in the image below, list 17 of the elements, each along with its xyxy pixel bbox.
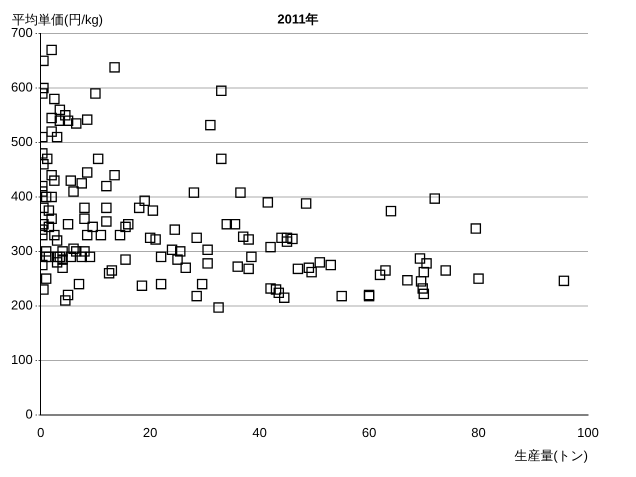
x-tick-label: 0 bbox=[37, 425, 44, 440]
y-tick-label: 200 bbox=[10, 297, 33, 312]
x-tick-label: 80 bbox=[471, 425, 486, 440]
x-tick-label: 20 bbox=[142, 425, 158, 440]
y-tick-label: 700 bbox=[10, 25, 33, 40]
y-tick-label: 100 bbox=[10, 352, 33, 367]
y-tick-label: 300 bbox=[10, 243, 33, 258]
y-tick-label: 400 bbox=[10, 188, 33, 204]
x-tick-label: 60 bbox=[362, 425, 376, 440]
x-tick-label: 40 bbox=[252, 425, 267, 440]
chart-title: 2011年 bbox=[277, 11, 319, 26]
x-axis-title: 生産量(トン) bbox=[514, 448, 588, 463]
x-tick-label: 100 bbox=[577, 425, 599, 440]
y-tick-label: 0 bbox=[25, 406, 33, 422]
y-tick-label: 600 bbox=[10, 80, 33, 95]
y-axis-title: 平均単価(円/kg) bbox=[12, 12, 103, 28]
y-tick-label: 500 bbox=[10, 134, 33, 150]
